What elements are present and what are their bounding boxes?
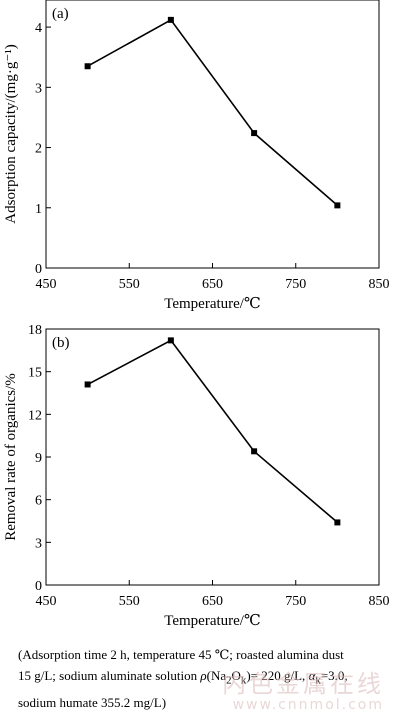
y-tick-label-a-0: 0: [35, 262, 42, 277]
caption-o: O: [231, 668, 241, 683]
data-point-b-700: [251, 448, 258, 455]
figure-caption: (Adsorption time 2 h, temperature 45 ℃; …: [18, 644, 390, 713]
chart-panel-b: 0 3 6 9 12 15 18 450 550 650 750 850 (b) Temperature/…: [3, 323, 390, 629]
data-point-b-500: [84, 381, 91, 388]
data-point-a-500: [84, 63, 91, 70]
y-tick-label-a-4: 4: [35, 21, 42, 36]
plot-frame-a: [45, 0, 380, 269]
caption-alpha: α: [308, 668, 316, 683]
caption-line-2-text: 15 g/L; sodium aluminate solution: [18, 668, 201, 683]
caption-sub-k: k: [240, 674, 247, 687]
caption-paren: (Na: [206, 668, 227, 683]
y-tick-label-b-9: 9: [35, 451, 42, 466]
data-point-b-600: [167, 337, 174, 344]
x-tick-label-a-850: 850: [369, 277, 390, 292]
caption-line-2: 15 g/L; sodium aluminate solution ρ(Na2O…: [18, 665, 390, 692]
series-line-a: [87, 18, 338, 207]
panel-label-b: (b): [52, 335, 70, 351]
y-axis-label-b: Removal rate of organics/%: [3, 373, 19, 541]
y-tick-label-a-1: 1: [35, 202, 42, 217]
x-tick-label-b-550: 550: [119, 594, 140, 609]
x-tick-label-b-450: 450: [36, 594, 57, 609]
x-tick-label-a-450: 450: [36, 277, 57, 292]
data-point-a-600: [167, 16, 174, 23]
x-tick-label-a-550: 550: [119, 277, 140, 292]
data-point-b-800: [334, 519, 341, 526]
watermark: 内色金属在线 www.cnnmol.com: [222, 671, 384, 713]
chart-panel-a: 0 1 2 3 4 450 550 650 750 850 (a) Temperature/℃ Adso…: [3, 0, 390, 312]
caption-sub-k2: k: [315, 674, 321, 687]
y-axis-label-a: Adsorption capacity/(mg·g⁻¹): [3, 44, 19, 223]
y-tick-label-b-6: 6: [35, 494, 42, 509]
plot-frame-b: [45, 328, 380, 586]
watermark-cn: 内色金属在线: [222, 670, 384, 698]
x-tick-label-b-850: 850: [369, 594, 390, 609]
caption-line-1: (Adsorption time 2 h, temperature 45 ℃; …: [18, 647, 344, 662]
y-tick-label-a-3: 3: [35, 81, 42, 96]
caption-line-3: sodium humate 355.2 mg/L): [18, 694, 167, 710]
y-tick-label-b-18: 18: [28, 323, 42, 338]
x-axis-label-b: Temperature/℃: [164, 613, 261, 629]
series-line-b: [87, 339, 338, 524]
y-tick-label-b-15: 15: [28, 366, 42, 381]
data-point-a-800: [334, 202, 341, 209]
x-axis-label-a: Temperature/℃: [164, 296, 261, 312]
caption-sub-2: 2: [226, 674, 232, 687]
y-tick-label-a-2: 2: [35, 142, 42, 157]
caption-rho: ρ: [200, 668, 207, 683]
data-point-a-700: [251, 130, 258, 137]
x-tick-label-b-650: 650: [202, 594, 223, 609]
caption-concentration: )= 220 g/L,: [246, 668, 309, 683]
x-tick-label-b-750: 750: [285, 594, 306, 609]
caption-ratio: =3.0,: [320, 668, 348, 683]
y-tick-label-b-12: 12: [28, 408, 42, 423]
y-tick-label-b-3: 3: [35, 536, 42, 551]
y-tick-label-b-0: 0: [35, 579, 42, 594]
panel-label-a: (a): [52, 6, 69, 22]
x-tick-label-a-750: 750: [285, 277, 306, 292]
x-tick-label-a-650: 650: [202, 277, 223, 292]
watermark-url: www.cnnmol.com: [232, 697, 384, 713]
